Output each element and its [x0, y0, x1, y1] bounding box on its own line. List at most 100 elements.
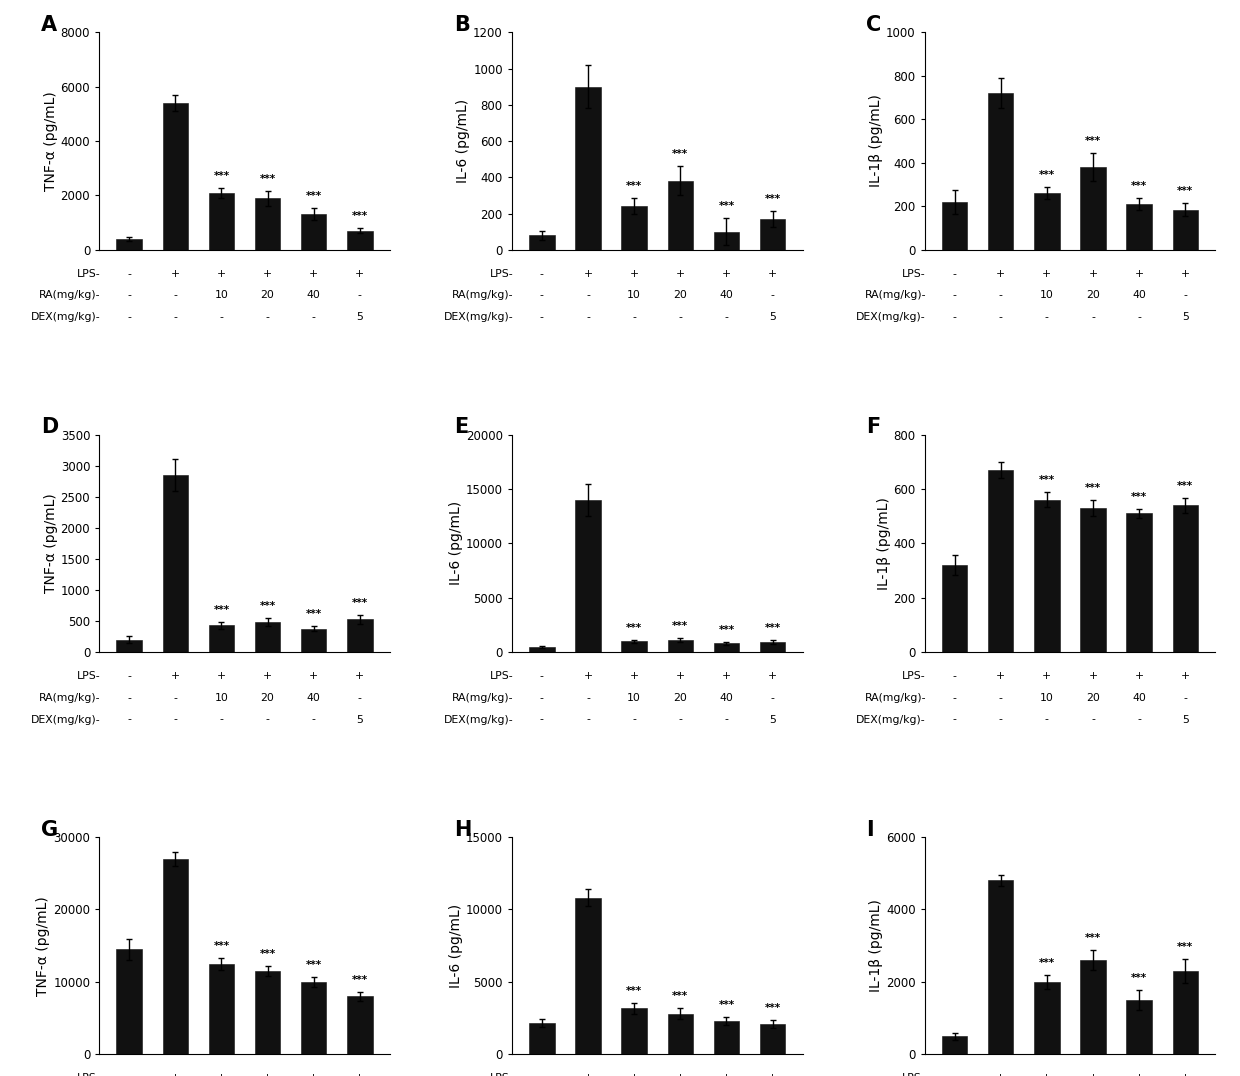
- Text: LPS-: LPS-: [77, 269, 100, 279]
- Text: -: -: [952, 671, 956, 681]
- Text: RA(mg/kg)-: RA(mg/kg)-: [451, 291, 513, 300]
- Text: 40: 40: [1132, 693, 1146, 703]
- Text: -: -: [128, 291, 131, 300]
- Text: +: +: [171, 269, 180, 279]
- Bar: [1126, 204, 1152, 250]
- Text: -: -: [219, 312, 223, 322]
- Bar: [621, 641, 647, 652]
- Text: -: -: [174, 291, 177, 300]
- Text: +: +: [1180, 1074, 1189, 1076]
- Text: LPS-: LPS-: [903, 269, 926, 279]
- Bar: [1173, 210, 1198, 250]
- Text: E: E: [454, 417, 467, 437]
- Text: LPS-: LPS-: [77, 1074, 100, 1076]
- Bar: [714, 643, 739, 652]
- Text: ***: ***: [1131, 973, 1147, 983]
- Text: ***: ***: [672, 621, 688, 632]
- Text: +: +: [1043, 671, 1052, 681]
- Text: ***: ***: [1085, 136, 1101, 146]
- Text: DEX(mg/kg)-: DEX(mg/kg)-: [857, 312, 926, 322]
- Text: +: +: [1135, 671, 1143, 681]
- Text: -: -: [219, 714, 223, 724]
- Y-axis label: IL-6 (pg/mL): IL-6 (pg/mL): [449, 904, 463, 988]
- Text: ***: ***: [626, 986, 642, 995]
- Text: -: -: [587, 291, 590, 300]
- Text: +: +: [630, 671, 639, 681]
- Text: -: -: [632, 714, 636, 724]
- Bar: [575, 87, 600, 250]
- Text: -: -: [952, 1074, 956, 1076]
- Text: D: D: [41, 417, 58, 437]
- Text: DEX(mg/kg)-: DEX(mg/kg)-: [857, 714, 926, 724]
- Text: -: -: [174, 714, 177, 724]
- Bar: [529, 236, 554, 250]
- Text: -: -: [128, 671, 131, 681]
- Bar: [1034, 500, 1059, 652]
- Text: -: -: [952, 714, 956, 724]
- Text: 5: 5: [1182, 714, 1189, 724]
- Text: ***: ***: [259, 949, 275, 959]
- Bar: [1080, 960, 1106, 1054]
- Bar: [301, 214, 326, 250]
- Text: +: +: [356, 671, 365, 681]
- Text: +: +: [1089, 1074, 1097, 1076]
- Text: +: +: [171, 1074, 180, 1076]
- Text: -: -: [952, 693, 956, 703]
- Text: C: C: [867, 15, 882, 34]
- Bar: [347, 230, 372, 250]
- Y-axis label: IL-1β (pg/mL): IL-1β (pg/mL): [869, 900, 883, 992]
- Text: H: H: [454, 820, 471, 839]
- Text: -: -: [539, 312, 544, 322]
- Text: RA(mg/kg)-: RA(mg/kg)-: [40, 693, 100, 703]
- Text: DEX(mg/kg)-: DEX(mg/kg)-: [31, 714, 100, 724]
- Text: +: +: [630, 1074, 639, 1076]
- Text: +: +: [584, 1074, 593, 1076]
- Text: +: +: [996, 269, 1006, 279]
- Text: 10: 10: [215, 693, 228, 703]
- Text: 40: 40: [719, 291, 733, 300]
- Text: -: -: [1091, 714, 1095, 724]
- Y-axis label: TNF-α (pg/mL): TNF-α (pg/mL): [36, 896, 51, 995]
- Text: ***: ***: [305, 609, 321, 619]
- Text: DEX(mg/kg)-: DEX(mg/kg)-: [31, 312, 100, 322]
- Bar: [942, 202, 967, 250]
- Bar: [988, 94, 1013, 250]
- Text: -: -: [724, 714, 728, 724]
- Text: ***: ***: [1085, 933, 1101, 944]
- Bar: [988, 880, 1013, 1054]
- Bar: [162, 475, 188, 652]
- Text: -: -: [265, 312, 269, 322]
- Text: +: +: [768, 671, 777, 681]
- Text: +: +: [1180, 671, 1189, 681]
- Text: +: +: [309, 1074, 319, 1076]
- Bar: [1080, 167, 1106, 250]
- Text: -: -: [1045, 714, 1049, 724]
- Bar: [117, 949, 141, 1054]
- Text: -: -: [1137, 312, 1141, 322]
- Text: 20: 20: [673, 693, 687, 703]
- Text: ***: ***: [352, 975, 368, 986]
- Text: -: -: [174, 693, 177, 703]
- Text: B: B: [454, 15, 470, 34]
- Text: ***: ***: [1177, 481, 1193, 491]
- Text: -: -: [678, 714, 682, 724]
- Text: RA(mg/kg)-: RA(mg/kg)-: [451, 693, 513, 703]
- Text: -: -: [724, 312, 728, 322]
- Text: -: -: [1137, 714, 1141, 724]
- Text: -: -: [128, 312, 131, 322]
- Text: -: -: [539, 693, 544, 703]
- Text: +: +: [356, 1074, 365, 1076]
- Text: -: -: [952, 269, 956, 279]
- Bar: [347, 619, 372, 652]
- Text: +: +: [676, 1074, 684, 1076]
- Text: -: -: [358, 291, 362, 300]
- Text: +: +: [263, 269, 272, 279]
- Bar: [301, 628, 326, 652]
- Text: +: +: [171, 671, 180, 681]
- Bar: [1080, 508, 1106, 652]
- Text: -: -: [539, 269, 544, 279]
- Text: -: -: [1183, 693, 1187, 703]
- Text: ***: ***: [352, 211, 368, 221]
- Text: -: -: [128, 1074, 131, 1076]
- Text: ***: ***: [259, 173, 275, 184]
